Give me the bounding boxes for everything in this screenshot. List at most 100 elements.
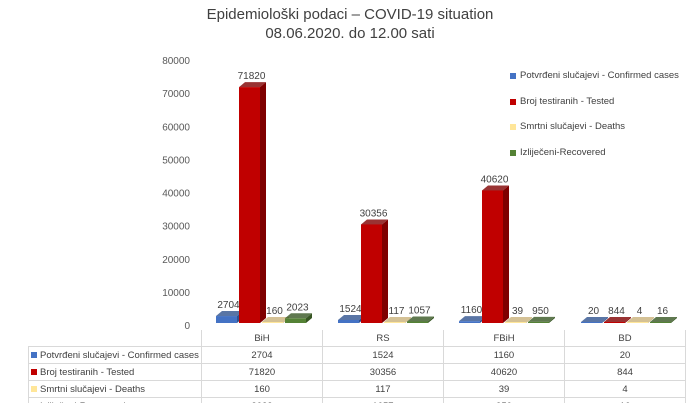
legend-item: Izliječeni-Recovered (510, 147, 679, 173)
table-cell: 1524 (322, 346, 444, 364)
data-label: 117 (389, 306, 405, 317)
data-label: 20 (588, 306, 600, 317)
bar (528, 321, 549, 323)
bar-top (528, 316, 555, 322)
table-cell: 16 (564, 397, 686, 403)
bar (650, 322, 671, 323)
legend: Potvrđeni slučajevi - Confirmed cases Bro… (510, 70, 679, 172)
bar-side (382, 219, 388, 323)
table-cell: 160 (201, 380, 323, 398)
table-cell: 1057 (322, 397, 444, 403)
data-table: BiH RS FBiH BD Potvrđeni slučajevi - Confirm… (28, 330, 686, 403)
row-label: Smrtni slučajevi - Deaths (28, 380, 202, 398)
table-cell: 30356 (322, 363, 444, 381)
table-cell: 2704 (201, 346, 323, 364)
y-tick-label: 70000 (162, 89, 190, 100)
y-tick-label: 0 (184, 321, 190, 332)
bar (384, 322, 405, 323)
bar (459, 321, 480, 323)
y-tick-label: 80000 (162, 56, 190, 67)
table-cell: 1160 (443, 346, 565, 364)
table-cell: 950 (443, 397, 565, 403)
category-label: BD (564, 330, 686, 347)
bar-top (285, 313, 312, 319)
row-label: Broj testiranih - Tested (28, 363, 202, 381)
table-cell: 844 (564, 363, 686, 381)
category-label: FBiH (443, 330, 565, 347)
table-row: Izliječeni-Recovered2023105795016 (28, 397, 686, 403)
legend-swatch (31, 368, 37, 375)
data-label: 1057 (408, 305, 431, 316)
data-label: 950 (532, 306, 549, 317)
bar (216, 316, 237, 323)
bar-side (625, 317, 631, 323)
y-tick-label: 60000 (162, 122, 190, 133)
data-label: 30356 (360, 208, 388, 219)
bar-top (650, 317, 677, 322)
chart-title: Epidemiološki podaci – COVID-19 situatio… (206, 6, 494, 23)
table-header-row: BiH RS FBiH BD (29, 330, 686, 347)
data-label: 16 (657, 306, 669, 317)
y-tick-label: 40000 (162, 189, 190, 200)
y-tick-label: 50000 (162, 155, 190, 166)
bar-top (581, 317, 608, 322)
data-label: 40620 (481, 174, 509, 185)
data-label: 160 (266, 306, 283, 317)
bar-side (671, 317, 677, 323)
table-row: Potvrđeni slučajevi - Confirmed cases 270… (28, 346, 686, 364)
bar (262, 322, 283, 323)
legend-label: Potvrđeni slučajevi - Confirmed cases (520, 70, 679, 81)
data-label: 1524 (339, 304, 362, 315)
bar (581, 322, 602, 323)
bar (505, 322, 526, 323)
bar-top (384, 317, 411, 322)
table-cell: 4 (564, 380, 686, 398)
table-cell: 40620 (443, 363, 565, 381)
y-tick-label: 10000 (162, 288, 190, 299)
table-cell: 117 (322, 380, 444, 398)
bar-top (505, 317, 532, 322)
bar-top (407, 316, 434, 322)
bar-side (306, 313, 312, 323)
bar-top (239, 82, 266, 88)
bar (604, 322, 625, 323)
legend-label: Smrtni slučajevi - Deaths (520, 121, 626, 132)
bar (482, 190, 503, 323)
table-row: Smrtni slučajevi - Deaths 160 117 39 4 (28, 380, 686, 398)
bar (285, 318, 306, 323)
legend-swatch (31, 385, 37, 392)
data-label: 71820 (238, 71, 266, 82)
bar-side (602, 317, 608, 323)
bar-top (627, 317, 654, 322)
data-label: 2704 (217, 300, 240, 311)
table-cell: 2023 (201, 397, 323, 403)
bar-top (604, 317, 631, 322)
chart-subtitle: 08.06.2020. do 12.00 sati (265, 25, 435, 42)
table-cell: 39 (443, 380, 565, 398)
table-cell: 20 (564, 346, 686, 364)
legend-label: Izliječeni-Recovered (520, 146, 606, 158)
y-tick-label: 20000 (162, 255, 190, 266)
bar (239, 87, 260, 323)
legend-swatch (31, 351, 37, 358)
bar-side (428, 316, 434, 323)
category-label: BiH (201, 330, 323, 347)
bar-top (459, 316, 486, 322)
row-label: Izliječeni-Recovered (28, 397, 202, 403)
data-label: 2023 (286, 302, 309, 313)
legend-item: Potvrđeni slučajevi - Confirmed cases (510, 70, 679, 96)
bar-side (260, 82, 266, 323)
bar-side (648, 317, 654, 323)
bar (361, 224, 382, 323)
bar-top (361, 219, 388, 225)
y-tick-label: 30000 (162, 222, 190, 233)
bar (627, 322, 648, 323)
table-row: Broj testiranih - Tested 71820 30356 40620 8… (28, 363, 686, 381)
bar-side (503, 185, 509, 323)
bar-top (216, 311, 243, 317)
bar-top (262, 317, 289, 322)
row-label: Potvrđeni slučajevi - Confirmed cases (28, 346, 202, 364)
legend-swatch (510, 73, 516, 79)
